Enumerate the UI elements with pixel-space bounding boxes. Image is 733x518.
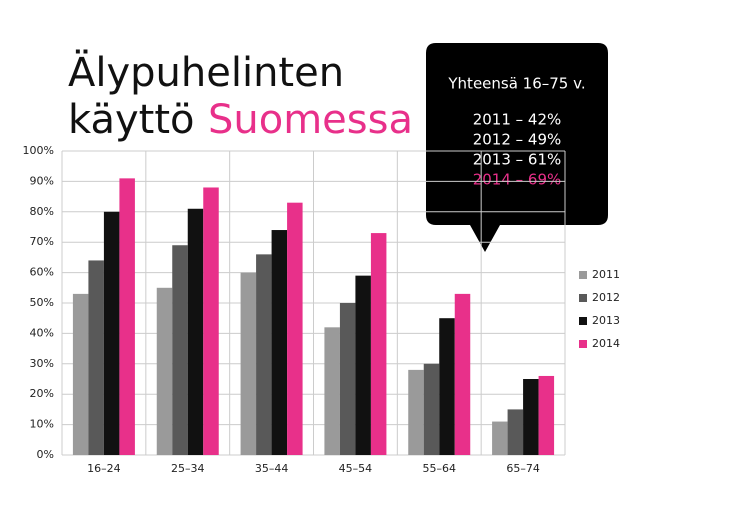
y-tick-label: 40% — [30, 326, 54, 339]
callout-line: 2014 – 69% — [473, 171, 562, 189]
bar — [492, 421, 508, 455]
bar — [507, 409, 524, 455]
bar — [439, 318, 455, 455]
callout-line: 2013 – 61% — [473, 151, 562, 169]
y-tick-label: 20% — [30, 387, 54, 400]
y-tick-label: 70% — [30, 235, 54, 248]
x-tick-label: 65–74 — [506, 462, 540, 475]
bar — [370, 233, 387, 455]
bar — [355, 275, 371, 455]
x-tick-label: 35–44 — [255, 462, 289, 475]
bar — [423, 363, 440, 455]
legend-label: 2012 — [592, 291, 620, 304]
x-tick-label: 16–24 — [87, 462, 121, 475]
bar — [523, 379, 539, 455]
bar — [88, 260, 104, 455]
legend-label: 2011 — [592, 268, 620, 281]
bar — [256, 254, 272, 455]
x-tick-label: 25–34 — [171, 462, 205, 475]
y-tick-label: 50% — [30, 296, 54, 309]
callout-line: 2011 – 42% — [473, 111, 562, 129]
bar — [454, 293, 471, 455]
callout-line: 2012 – 49% — [473, 131, 562, 149]
bar — [324, 327, 340, 455]
y-tick-label: 100% — [23, 144, 54, 157]
bar — [287, 202, 303, 455]
bar — [172, 245, 188, 455]
x-tick-label: 55–64 — [423, 462, 457, 475]
bar — [240, 272, 257, 455]
bar — [119, 178, 135, 456]
legend-swatch — [579, 271, 587, 279]
bar — [271, 230, 288, 455]
bar — [339, 303, 356, 455]
chart-title: Suomessa — [208, 97, 413, 143]
bar — [538, 375, 555, 455]
y-tick-label: 90% — [30, 174, 54, 187]
bar — [103, 211, 120, 455]
legend-label: 2013 — [592, 314, 620, 327]
x-tick-label: 45–54 — [339, 462, 373, 475]
legend-label: 2014 — [592, 337, 620, 350]
callout-box — [426, 43, 608, 252]
bar — [72, 293, 89, 455]
bar — [156, 287, 173, 455]
bar — [187, 208, 204, 455]
y-tick-label: 80% — [30, 205, 54, 218]
y-tick-label: 30% — [30, 357, 54, 370]
legend-swatch — [579, 294, 587, 302]
y-tick-label: 0% — [37, 448, 54, 461]
bar — [203, 187, 219, 456]
chart-title: käyttö — [68, 97, 194, 143]
legend-swatch — [579, 317, 587, 325]
callout-title: Yhteensä 16–75 v. — [447, 75, 585, 93]
chart-title: Älypuhelinten — [68, 48, 344, 96]
bar — [408, 369, 424, 455]
legend-swatch — [579, 340, 587, 348]
y-tick-label: 10% — [30, 418, 54, 431]
y-tick-label: 60% — [30, 266, 54, 279]
